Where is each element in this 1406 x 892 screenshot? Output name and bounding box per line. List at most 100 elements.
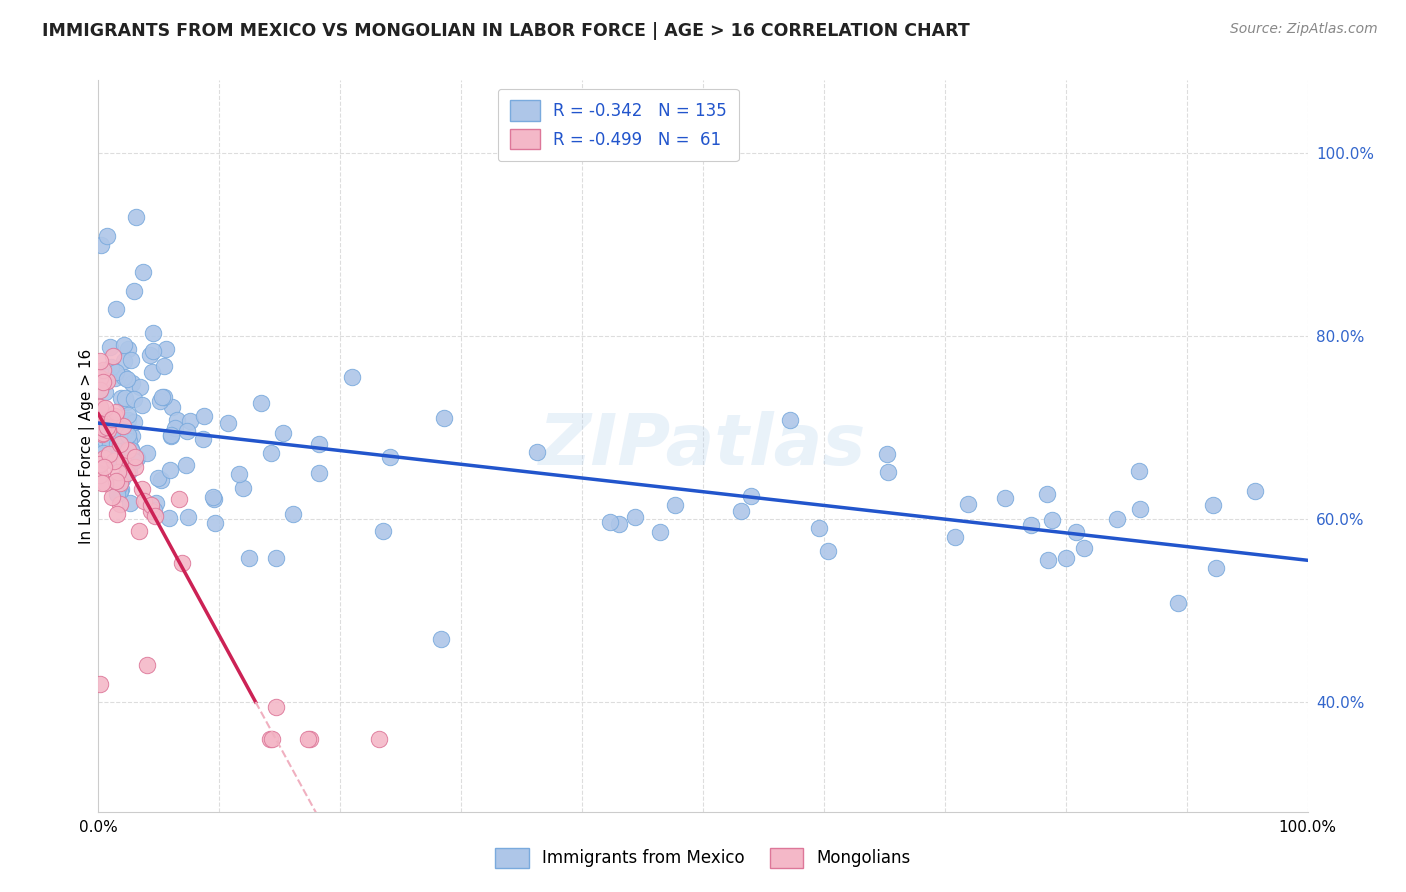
Point — [159, 463, 181, 477]
Point — [94, 384, 117, 399]
Point — [105, 451, 128, 466]
Point — [112, 338, 135, 352]
Point — [117, 342, 139, 356]
Point — [297, 731, 319, 746]
Point — [101, 490, 124, 504]
Point — [157, 511, 180, 525]
Point — [264, 700, 287, 714]
Point — [103, 446, 125, 460]
Point — [105, 437, 128, 451]
Point — [131, 482, 153, 496]
Point — [124, 459, 146, 474]
Point — [149, 473, 172, 487]
Point — [779, 413, 801, 427]
Point — [104, 404, 127, 418]
Legend: R = -0.342   N = 135, R = -0.499   N =  61: R = -0.342 N = 135, R = -0.499 N = 61 — [498, 88, 738, 161]
Point — [204, 516, 226, 531]
Point — [91, 363, 114, 377]
Point — [1064, 525, 1087, 540]
Point — [110, 482, 132, 496]
Point — [238, 551, 260, 566]
Point — [132, 494, 155, 508]
Point — [740, 489, 762, 503]
Point — [179, 413, 201, 427]
Point — [97, 447, 120, 461]
Point — [994, 491, 1017, 505]
Point — [91, 419, 114, 434]
Point — [155, 342, 177, 356]
Point — [125, 211, 148, 225]
Point — [117, 413, 139, 427]
Point — [1107, 512, 1129, 526]
Point — [118, 464, 141, 478]
Point — [114, 391, 136, 405]
Point — [283, 508, 305, 522]
Point — [91, 426, 114, 441]
Point — [117, 408, 139, 422]
Point — [112, 456, 135, 470]
Point — [1036, 553, 1059, 567]
Point — [107, 427, 129, 442]
Point — [122, 284, 145, 298]
Point — [108, 475, 131, 490]
Point — [110, 391, 132, 405]
Point — [340, 370, 363, 384]
Point — [111, 419, 134, 434]
Point — [97, 369, 120, 384]
Point — [90, 427, 112, 442]
Point — [176, 424, 198, 438]
Point — [143, 503, 166, 517]
Point — [105, 475, 128, 489]
Point — [176, 510, 198, 524]
Point — [259, 731, 281, 746]
Point — [149, 394, 172, 409]
Point — [132, 265, 155, 279]
Point — [118, 496, 141, 510]
Point — [1036, 487, 1059, 501]
Point — [308, 467, 330, 481]
Point — [1202, 498, 1225, 512]
Point — [96, 419, 118, 434]
Point — [807, 521, 830, 535]
Point — [125, 451, 148, 466]
Point — [91, 427, 114, 442]
Point — [169, 491, 191, 506]
Point — [153, 390, 176, 404]
Point — [152, 359, 174, 373]
Point — [204, 492, 226, 507]
Point — [122, 454, 145, 468]
Point — [433, 411, 456, 425]
Legend: Immigrants from Mexico, Mongolians: Immigrants from Mexico, Mongolians — [489, 841, 917, 875]
Point — [124, 392, 146, 407]
Point — [1243, 483, 1265, 498]
Point — [430, 632, 453, 647]
Point — [298, 731, 321, 746]
Point — [101, 412, 124, 426]
Point — [93, 413, 115, 427]
Point — [89, 458, 111, 472]
Point — [112, 369, 135, 384]
Point — [148, 470, 170, 484]
Point — [143, 508, 166, 523]
Point — [142, 326, 165, 341]
Point — [176, 458, 198, 472]
Point — [193, 409, 215, 423]
Point — [166, 413, 188, 427]
Point — [91, 475, 114, 490]
Point — [217, 416, 239, 430]
Point — [110, 472, 132, 486]
Point — [105, 301, 128, 316]
Point — [956, 497, 979, 511]
Point — [139, 498, 162, 512]
Text: IMMIGRANTS FROM MEXICO VS MONGOLIAN IN LABOR FORCE | AGE > 16 CORRELATION CHART: IMMIGRANTS FROM MEXICO VS MONGOLIAN IN L… — [42, 22, 970, 40]
Point — [93, 450, 115, 465]
Point — [599, 516, 621, 530]
Point — [1040, 513, 1063, 527]
Point — [96, 228, 118, 243]
Point — [97, 423, 120, 437]
Point — [1167, 596, 1189, 610]
Point — [876, 466, 898, 480]
Point — [89, 370, 111, 384]
Point — [371, 524, 394, 538]
Point — [89, 676, 111, 690]
